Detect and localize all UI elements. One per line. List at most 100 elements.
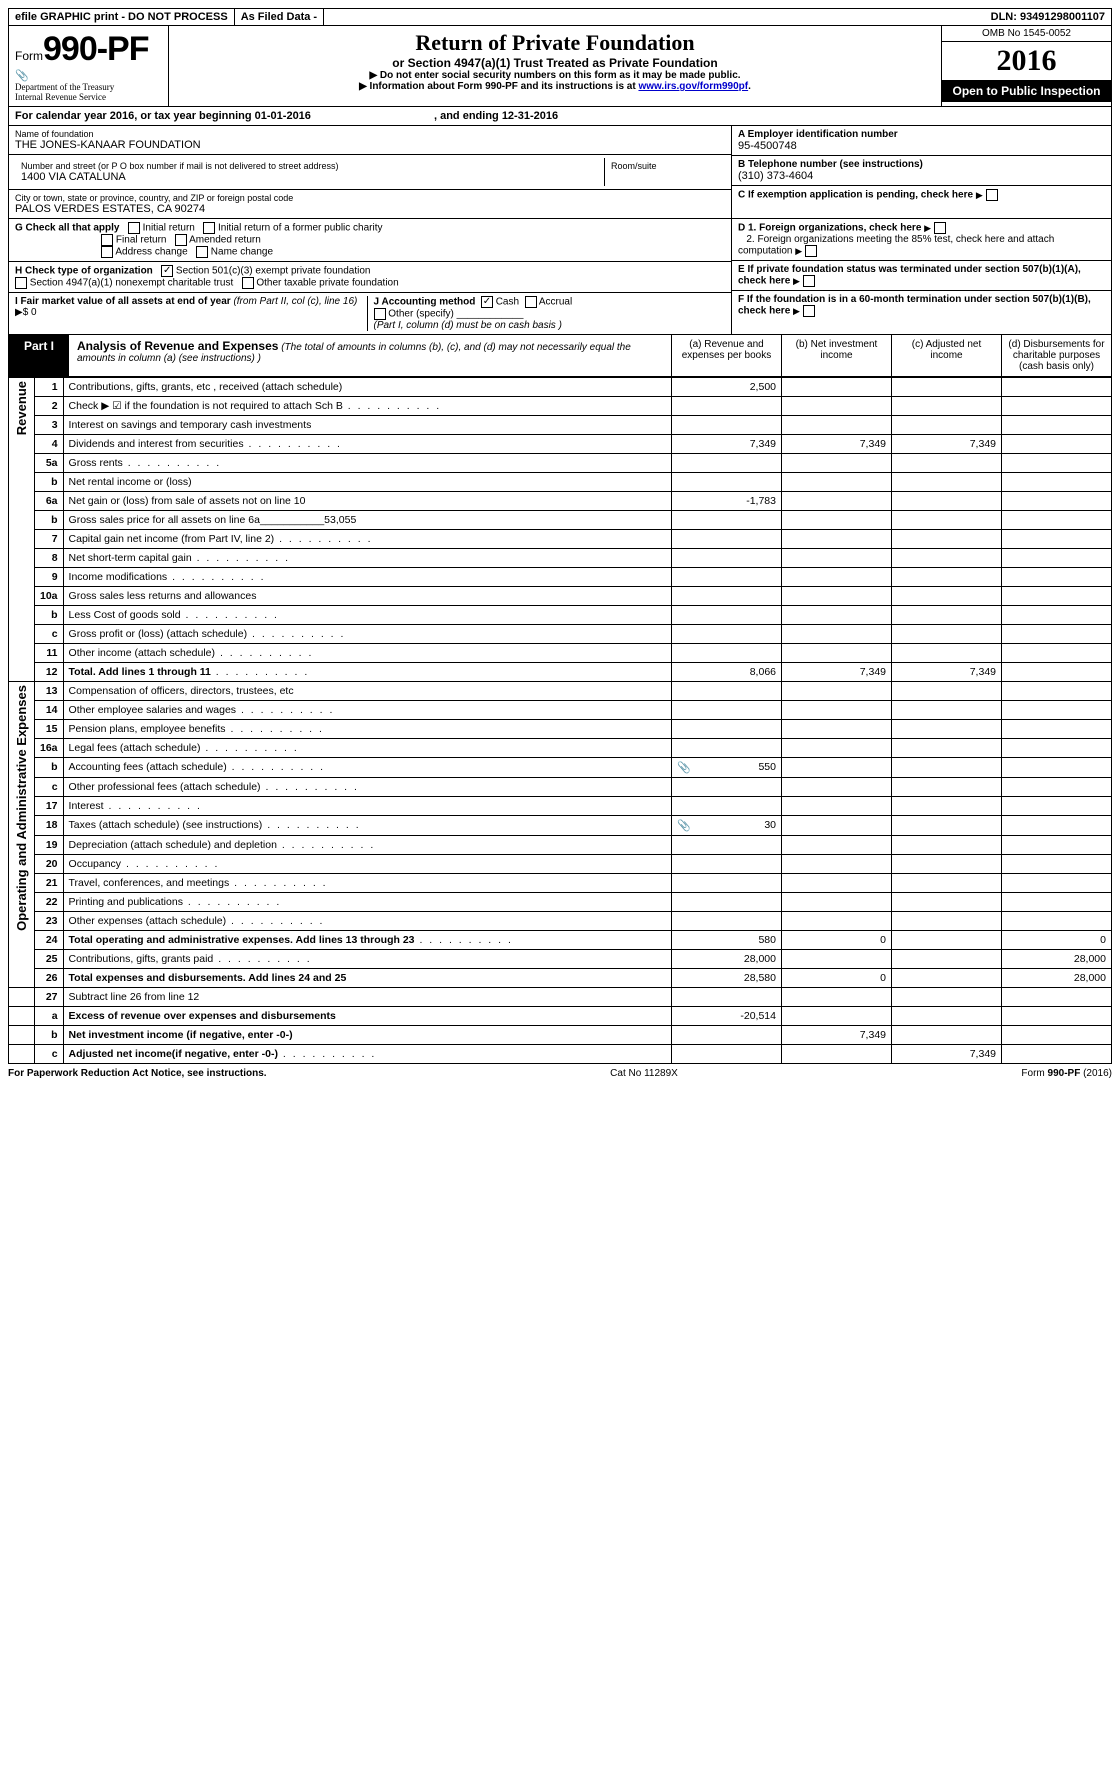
f-checkbox[interactable] (803, 305, 815, 317)
part1-label: Part I (9, 335, 69, 376)
line-number: 5a (35, 454, 64, 473)
j1-text: Cash (496, 297, 519, 308)
amount-a (672, 1045, 782, 1064)
amount-a (672, 682, 782, 701)
g5-checkbox[interactable] (101, 246, 113, 258)
h2-text: Section 4947(a)(1) nonexempt charitable … (30, 278, 233, 289)
room-label: Room/suite (611, 161, 719, 171)
amount-d (1002, 587, 1112, 606)
amount-a (672, 797, 782, 816)
h3-checkbox[interactable] (242, 277, 254, 289)
arrow-icon (976, 190, 983, 201)
address-cell: Number and street (or P O box number if … (9, 155, 731, 190)
amount-d (1002, 1045, 1112, 1064)
line-desc: Depreciation (attach schedule) and deple… (63, 836, 671, 855)
amount-c (892, 758, 1002, 778)
amount-b (782, 625, 892, 644)
calendar-year-row: For calendar year 2016, or tax year begi… (8, 107, 1112, 126)
amount-b (782, 855, 892, 874)
amount-a (672, 893, 782, 912)
g5-text: Address change (115, 247, 187, 258)
line-desc: Dividends and interest from securities (63, 435, 671, 454)
footer-left: For Paperwork Reduction Act Notice, see … (8, 1068, 267, 1079)
ij-row: I Fair market value of all assets at end… (9, 293, 731, 334)
table-row: bNet rental income or (loss) (9, 473, 1112, 492)
g4-checkbox[interactable] (175, 234, 187, 246)
g2-checkbox[interactable] (203, 222, 215, 234)
e-checkbox[interactable] (803, 275, 815, 287)
tel-value: (310) 373-4604 (738, 170, 1105, 182)
amount-a: -1,783 (672, 492, 782, 511)
line-number: 26 (35, 969, 64, 988)
amount-a (672, 511, 782, 530)
j3-checkbox[interactable] (374, 308, 386, 320)
arrow-icon (793, 276, 800, 287)
line-number: 16a (35, 739, 64, 758)
arrow-icon (924, 223, 931, 234)
j1-checkbox[interactable]: ✓ (481, 296, 493, 308)
d1-checkbox[interactable] (934, 222, 946, 234)
amount-b (782, 836, 892, 855)
amount-c (892, 568, 1002, 587)
table-row: 16aLegal fees (attach schedule) (9, 739, 1112, 758)
h3-text: Other taxable private foundation (256, 278, 398, 289)
table-row: 2Check ▶ ☑ if the foundation is not requ… (9, 397, 1112, 416)
amount-d (1002, 625, 1112, 644)
amount-a (672, 739, 782, 758)
amount-a (672, 855, 782, 874)
j2-checkbox[interactable] (525, 296, 537, 308)
j-block: J Accounting method ✓ Cash Accrual Other… (368, 296, 726, 331)
irs-link[interactable]: www.irs.gov/form990pf (638, 81, 748, 92)
table-row: cGross profit or (loss) (attach schedule… (9, 625, 1112, 644)
d2-checkbox[interactable] (805, 245, 817, 257)
entity-right: A Employer identification number 95-4500… (731, 126, 1111, 218)
spacer (9, 1026, 35, 1045)
city-cell: City or town, state or province, country… (9, 190, 731, 218)
line-desc: Income modifications (63, 568, 671, 587)
amount-b (782, 682, 892, 701)
j2-text: Accrual (539, 297, 572, 308)
street-block: Number and street (or P O box number if … (15, 158, 605, 186)
h1-checkbox[interactable]: ✓ (161, 265, 173, 277)
j-note: (Part I, column (d) must be on cash basi… (374, 320, 562, 331)
line-number: 22 (35, 893, 64, 912)
amount-c (892, 797, 1002, 816)
efile-label: efile GRAPHIC print - DO NOT PROCESS (9, 9, 235, 25)
amount-c (892, 836, 1002, 855)
g1-checkbox[interactable] (128, 222, 140, 234)
h2-checkbox[interactable] (15, 277, 27, 289)
amount-b (782, 739, 892, 758)
amount-c: 7,349 (892, 435, 1002, 454)
line-number: 14 (35, 701, 64, 720)
table-row: 10aGross sales less returns and allowanc… (9, 587, 1112, 606)
line-number: 4 (35, 435, 64, 454)
c-checkbox[interactable] (986, 189, 998, 201)
entity-info: Name of foundation THE JONES-KANAAR FOUN… (8, 126, 1112, 219)
amount-a (672, 587, 782, 606)
amount-b (782, 912, 892, 931)
line-number: 9 (35, 568, 64, 587)
g3-checkbox[interactable] (101, 234, 113, 246)
amount-a (672, 1026, 782, 1045)
amount-b: 7,349 (782, 1026, 892, 1045)
g6-checkbox[interactable] (196, 246, 208, 258)
table-row: aExcess of revenue over expenses and dis… (9, 1007, 1112, 1026)
line-number: 12 (35, 663, 64, 682)
amount-d (1002, 758, 1112, 778)
table-row: 19Depreciation (attach schedule) and dep… (9, 836, 1112, 855)
cal-begin: For calendar year 2016, or tax year begi… (15, 110, 311, 122)
g2-text: Initial return of a former public charit… (218, 223, 383, 234)
name-cell: Name of foundation THE JONES-KANAAR FOUN… (9, 126, 731, 155)
amount-b (782, 378, 892, 397)
form-num: 990-PF (43, 30, 149, 68)
line-number: c (35, 625, 64, 644)
note2: ▶ Information about Form 990-PF and its … (177, 81, 933, 92)
amount-d (1002, 397, 1112, 416)
table-row: 24Total operating and administrative exp… (9, 931, 1112, 950)
e-text: E If private foundation status was termi… (738, 264, 1081, 287)
amount-c: 7,349 (892, 1045, 1002, 1064)
exemption-cell: C If exemption application is pending, c… (732, 186, 1111, 204)
form-id-block: Form990-PF Department of the Treasury In… (9, 26, 169, 106)
amount-c (892, 1007, 1002, 1026)
part1-title: Analysis of Revenue and Expenses (77, 339, 278, 353)
